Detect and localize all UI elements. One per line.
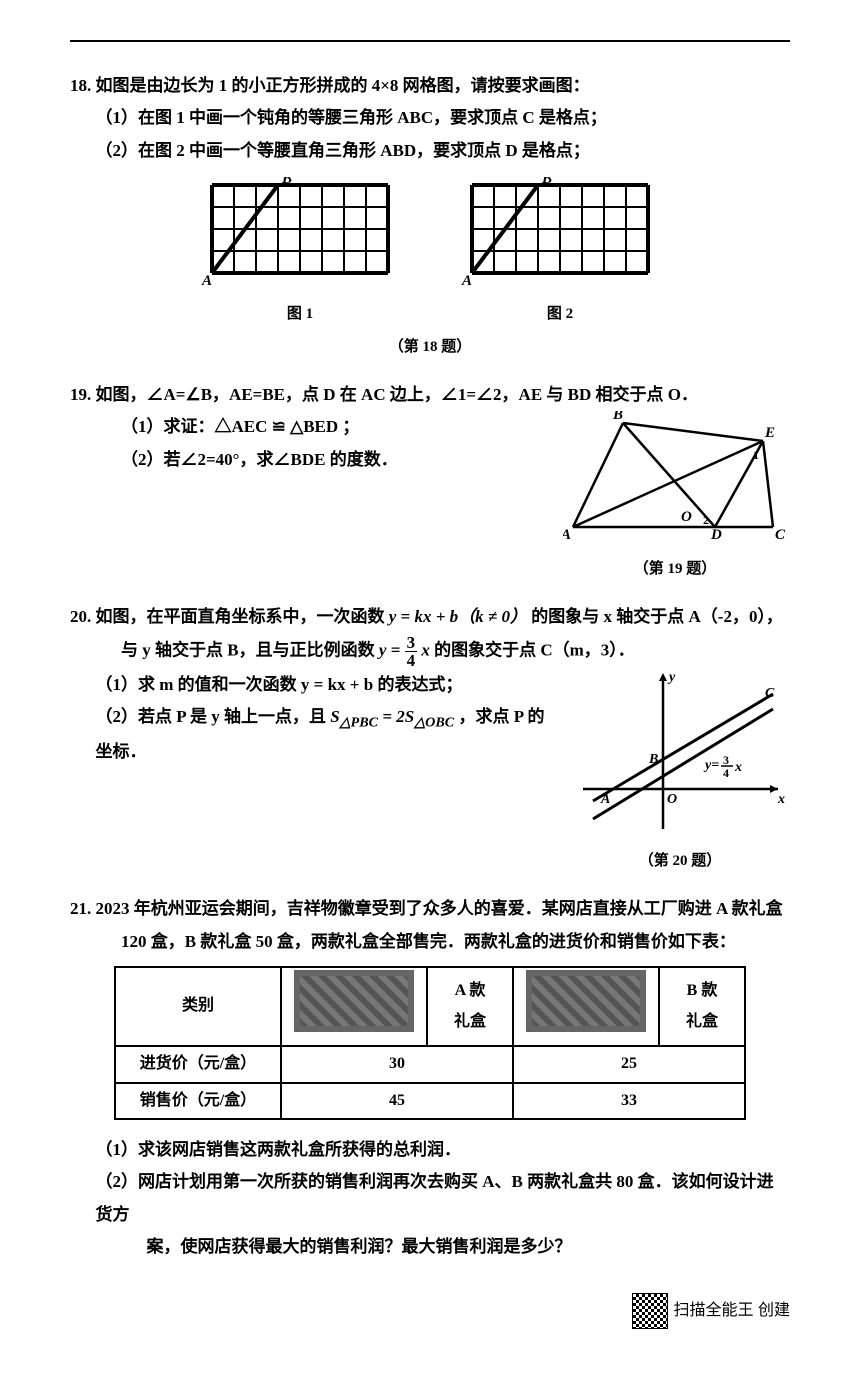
svg-text:y: y — [667, 670, 676, 685]
svg-text:B: B — [648, 752, 658, 767]
page-top-rule — [70, 40, 790, 42]
qr-icon — [632, 1293, 668, 1329]
svg-text:B: B — [281, 177, 292, 187]
svg-text:D: D — [710, 527, 722, 541]
q21-th-a: A 款礼盒 — [427, 967, 513, 1046]
q20-fn2-pre: y = — [379, 640, 405, 659]
q20-stem-b: 的图象与 x 轴交于点 A（-2，0）， — [527, 607, 783, 626]
scan-footer: 扫描全能王 创建 — [70, 1293, 790, 1329]
question-18: 18. 如图是由边长为 1 的小正方形拼成的 4×8 网格图，请按要求画图： （… — [70, 70, 790, 361]
svg-text:O: O — [667, 792, 677, 807]
svg-text:B: B — [612, 411, 623, 423]
q21-r2c2: 33 — [513, 1083, 745, 1119]
svg-text:y=: y= — [703, 758, 719, 773]
svg-text:B: B — [541, 177, 552, 187]
q20-fn2-post: x — [417, 640, 430, 659]
q19-figure: A B C D E O 1 2 （第 19 题） — [560, 411, 790, 583]
q19-stem: 19. 如图，∠A=∠B，AE=BE，点 D 在 AC 边上，∠1=∠2，AE … — [70, 379, 790, 411]
q21-r2c0: 销售价（元/盒） — [115, 1083, 281, 1119]
q20-frac-n: 3 — [405, 634, 418, 652]
q21-row-sale: 销售价（元/盒） 45 33 — [115, 1083, 745, 1119]
q21-r1c2: 25 — [513, 1046, 745, 1082]
q21-r1c0: 进货价（元/盒） — [115, 1046, 281, 1082]
q20-frac: 34 — [405, 634, 418, 669]
svg-text:4: 4 — [723, 766, 729, 780]
q18-part1: （1）在图 1 中画一个钝角的等腰三角形 ABC，要求顶点 C 是格点； — [70, 102, 790, 134]
q18-figure-2: A B 图 2 — [460, 177, 660, 329]
svg-text:A: A — [563, 527, 571, 541]
q20-frac-d: 4 — [405, 652, 418, 669]
svg-text:O: O — [681, 509, 692, 525]
q21-part2-l2: 案，使网店获得最大的销售利润？最大销售利润是多少？ — [70, 1231, 790, 1263]
q20-stem-line2: 与 y 轴交于点 B，且与正比例函数 y = 34 x 的图象交于点 C（m，3… — [70, 634, 790, 669]
question-21: 21. 2023 年杭州亚运会期间，吉祥物徽章受到了众多人的喜爱．某网店直接从工… — [70, 893, 790, 1263]
q18-fig2-label: 图 2 — [460, 300, 660, 329]
q18-fig1-label: 图 1 — [200, 300, 400, 329]
q21-row-cost: 进货价（元/盒） 30 25 — [115, 1046, 745, 1082]
q21-th-b: B 款礼盒 — [659, 967, 745, 1046]
q20-l2b: 的图象交于点 C（m，3）． — [430, 640, 635, 659]
svg-text:x: x — [777, 792, 785, 807]
footer-text: 扫描全能王 创建 — [674, 1303, 790, 1320]
q18-caption: （第 18 题） — [70, 333, 790, 362]
q18-stem: 18. 如图是由边长为 1 的小正方形拼成的 4×8 网格图，请按要求画图： — [70, 70, 790, 102]
q18-figure-row: A B 图 1 A B 图 2 — [70, 177, 790, 329]
svg-text:x: x — [734, 760, 742, 775]
q20-p2eq: S△PBC = 2S△OBC — [330, 707, 454, 726]
q21-part2-l1: （2）网店计划用第一次所获的销售利润再次去购买 A、B 两款礼盒共 80 盒．该… — [70, 1166, 790, 1231]
svg-text:A: A — [461, 273, 472, 287]
q21-stem-l1: 21. 2023 年杭州亚运会期间，吉祥物徽章受到了众多人的喜爱．某网店直接从工… — [70, 893, 790, 925]
q21-r2c1: 45 — [281, 1083, 513, 1119]
q20-l2a: 与 y 轴交于点 B，且与正比例函数 — [121, 640, 379, 659]
q21-table-header: 类别 A 款礼盒 B 款礼盒 — [115, 967, 745, 1046]
svg-text:A: A — [201, 273, 212, 287]
svg-text:C: C — [765, 686, 775, 701]
svg-text:E: E — [764, 425, 775, 441]
q20-figure: OxyABCy=34x （第 20 题） — [570, 669, 790, 876]
q21-th-cat: 类别 — [115, 967, 281, 1046]
q18-part2: （2）在图 2 中画一个等腰直角三角形 ABD，要求顶点 D 是格点； — [70, 135, 790, 167]
q18-figure-1: A B 图 1 — [200, 177, 400, 329]
q19-part2: （2）若∠2=40°，求∠BDE 的度数． — [70, 444, 540, 476]
q20-stem-a: 20. 如图，在平面直角坐标系中，一次函数 — [70, 607, 389, 626]
q21-th-imgB — [513, 967, 659, 1046]
q20-p2a: （2）若点 P 是 y 轴上一点，且 — [96, 707, 331, 726]
q20-stem-line1: 20. 如图，在平面直角坐标系中，一次函数 y = kx + b（k ≠ 0） … — [70, 601, 790, 633]
svg-text:C: C — [775, 527, 786, 541]
svg-text:1: 1 — [753, 448, 759, 462]
question-19: 19. 如图，∠A=∠B，AE=BE，点 D 在 AC 边上，∠1=∠2，AE … — [70, 379, 790, 583]
q21-part1: （1）求该网店销售这两款礼盒所获得的总利润． — [70, 1134, 790, 1166]
q19-caption: （第 19 题） — [560, 555, 790, 584]
svg-text:3: 3 — [723, 753, 729, 767]
question-20: 20. 如图，在平面直角坐标系中，一次函数 y = kx + b（k ≠ 0） … — [70, 601, 790, 875]
q20-fn1: y = kx + b（k ≠ 0） — [389, 607, 527, 626]
svg-text:2: 2 — [703, 513, 709, 527]
q21-r1c1: 30 — [281, 1046, 513, 1082]
q21-th-imgA — [281, 967, 427, 1046]
q20-caption: （第 20 题） — [570, 847, 790, 876]
svg-text:A: A — [600, 792, 610, 807]
q21-table: 类别 A 款礼盒 B 款礼盒 进货价（元/盒） 30 25 销售价（元/盒） 4… — [114, 966, 746, 1120]
gift-b-image — [526, 970, 646, 1032]
q19-part1: （1）求证：△AEC ≌ △BED ； — [70, 411, 540, 443]
q21-stem-l2: 120 盒，B 款礼盒 50 盒，两款礼盒全部售完．两款礼盒的进货价和销售价如下… — [70, 926, 790, 958]
gift-a-image — [294, 970, 414, 1032]
